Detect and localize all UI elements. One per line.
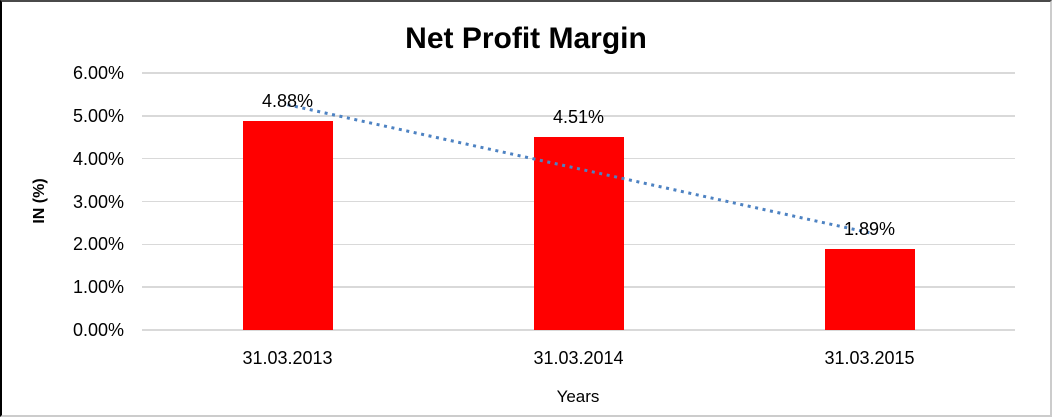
- y-tick-label: 4.00%: [72, 148, 124, 169]
- bar: [824, 249, 915, 330]
- x-category-label: 31.03.2013: [242, 348, 333, 368]
- gridline: [142, 329, 1015, 331]
- bar-data-label: 4.88%: [261, 90, 314, 111]
- bar: [533, 136, 624, 330]
- x-category-label: 31.03.2014: [533, 348, 624, 368]
- bar: [242, 120, 333, 330]
- y-tick-label: 6.00%: [72, 63, 124, 83]
- bar-data-label: 4.51%: [552, 106, 605, 127]
- x-category-label: 31.03.2015: [824, 348, 915, 368]
- y-tick-label: 0.00%: [72, 320, 124, 340]
- chart-title: Net Profit Margin: [405, 22, 647, 55]
- bar-data-label: 1.89%: [843, 219, 896, 240]
- y-tick-label: 5.00%: [72, 105, 124, 126]
- x-axis-title: Years: [556, 387, 600, 406]
- gridline: [142, 72, 1015, 74]
- y-tick-label: 1.00%: [72, 277, 124, 298]
- y-tick-label: 3.00%: [72, 191, 124, 212]
- y-tick-label: 2.00%: [72, 234, 124, 255]
